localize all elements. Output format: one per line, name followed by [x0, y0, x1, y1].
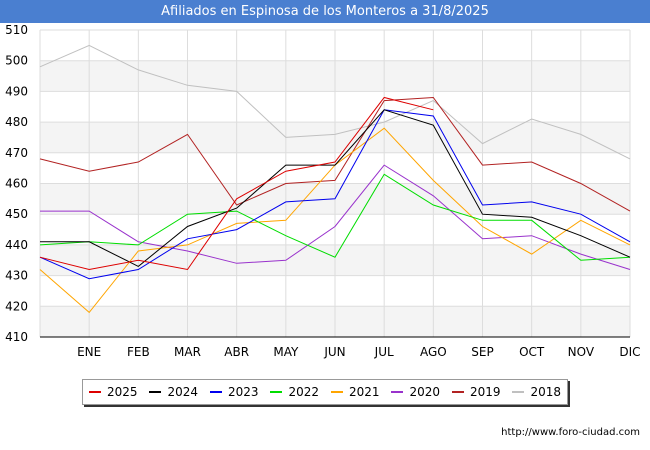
series-line-2019 [39, 96, 631, 212]
legend-swatch [451, 391, 464, 393]
x-tick-label: JUL [374, 345, 394, 359]
legend-swatch [512, 391, 525, 393]
legend-item-2019: 2019 [451, 385, 501, 399]
y-tick-label: 510 [5, 23, 28, 37]
y-tick-label: 430 [5, 269, 28, 283]
legend-label: 2023 [227, 385, 259, 399]
y-tick-label: 420 [5, 299, 28, 313]
x-tick-label: MAR [174, 345, 201, 359]
legend-swatch [88, 391, 101, 393]
x-tick-label: OCT [519, 345, 545, 359]
legend-item-2018: 2018 [512, 385, 561, 399]
x-tick-label: JUN [323, 345, 345, 359]
legend-item-2024: 2024 [149, 385, 198, 399]
y-tick-label: 450 [5, 207, 28, 221]
y-tick-label: 470 [5, 146, 28, 160]
y-tick-label: 440 [5, 238, 28, 252]
x-tick-label: DIC [619, 345, 640, 359]
x-tick-label: NOV [568, 345, 595, 359]
legend-label: 2025 [106, 385, 138, 399]
legend-item-2023: 2023 [209, 385, 259, 399]
legend-label: 2024 [167, 385, 199, 399]
legend-swatch [270, 391, 283, 393]
series-line-2018 [39, 44, 631, 160]
legend-item-2021: 2021 [330, 385, 380, 399]
legend-label: 2021 [348, 385, 380, 399]
legend-item-2022: 2022 [270, 385, 319, 399]
y-tick-label: 460 [5, 177, 28, 191]
x-axis-ticks: ENE FEB MAR ABR MAY JUN JUL AGO SEP OCT NOV DIC [77, 345, 640, 359]
x-tick-label: FEB [127, 345, 150, 359]
x-tick-label: SEP [471, 345, 493, 359]
footer-url: http://www.foro-ciudad.com [501, 427, 640, 438]
legend-swatch [391, 391, 404, 393]
x-tick-label: MAY [273, 345, 299, 359]
series-line-2025 [39, 96, 434, 271]
legend-item-2020: 2020 [391, 385, 440, 399]
x-tick-label: ENE [77, 345, 101, 359]
legend-swatch [330, 391, 343, 393]
legend-swatch [149, 391, 162, 393]
legend-label: 2018 [530, 385, 562, 399]
y-tick-label: 410 [5, 330, 28, 344]
legend-label: 2019 [469, 385, 501, 399]
series-lines [39, 44, 631, 314]
series-line-2020 [40, 164, 631, 270]
y-tick-label: 490 [5, 84, 28, 98]
legend-swatch [209, 391, 222, 393]
x-tick-label: AGO [420, 345, 447, 359]
chart-title: Afiliados en Espinosa de los Monteros a … [0, 0, 650, 23]
series-line-2022 [39, 173, 631, 261]
series-line-2024 [40, 109, 631, 267]
legend-item-2025: 2025 [88, 385, 138, 399]
legend: 2025 2024 2023 2022 2021 2020 2019 2018 [82, 379, 568, 405]
x-tick-label: ABR [224, 345, 249, 359]
y-axis-ticks: 410 420 430 440 450 460 470 480 490 500 510 [5, 23, 28, 344]
y-tick-label: 480 [5, 115, 28, 129]
legend-label: 2020 [409, 385, 441, 399]
series-line-2023 [39, 109, 631, 280]
y-tick-label: 500 [5, 54, 28, 68]
legend-label: 2022 [288, 385, 320, 399]
